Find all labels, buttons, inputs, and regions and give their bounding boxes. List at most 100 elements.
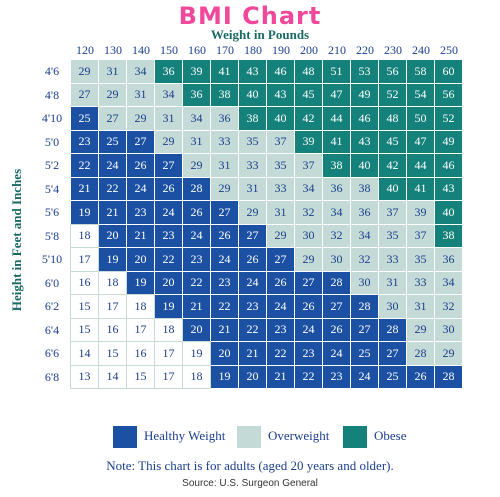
bmi-cell: 14 (98, 364, 127, 389)
bmi-cell: 24 (295, 318, 322, 341)
x-tick-label: 240 (412, 43, 430, 57)
bmi-cell: 23 (183, 248, 210, 271)
bmi-cell: 18 (98, 270, 127, 295)
bmi-cell: 26 (211, 224, 238, 247)
x-tick-label: 170 (216, 43, 234, 57)
bmi-cell: 23 (239, 295, 266, 318)
y-tick-label: 5'2 (44, 158, 60, 172)
bmi-cell: 43 (239, 60, 266, 83)
bmi-cell: 23 (323, 365, 350, 388)
bmi-cell: 28 (407, 342, 434, 365)
bmi-cell: 31 (211, 154, 238, 177)
bmi-cell: 37 (295, 154, 322, 177)
x-tick-label: 140 (132, 43, 150, 57)
bmi-cell: 27 (239, 224, 266, 247)
bmi-cell: 23 (127, 201, 154, 224)
bmi-cell: 30 (379, 295, 406, 318)
bmi-cell: 39 (295, 130, 322, 153)
chart-source: Source: U.S. Surgeon General (182, 478, 318, 489)
y-tick-label: 6'0 (44, 275, 60, 290)
bmi-cell: 31 (99, 60, 126, 83)
bmi-cell: 38 (351, 177, 378, 200)
bmi-cell: 54 (407, 83, 434, 106)
bmi-cell: 49 (435, 130, 462, 153)
bmi-cell: 20 (211, 342, 238, 365)
bmi-cell: 19 (211, 365, 238, 388)
bmi-cell: 21 (127, 224, 154, 247)
y-tick-label: 5'10 (41, 252, 63, 266)
bmi-cell: 33 (379, 248, 406, 271)
bmi-cell: 47 (323, 83, 350, 106)
bmi-cell: 19 (155, 295, 182, 318)
bmi-cell: 28 (323, 271, 350, 294)
chart-note: Note: This chart is for adults (aged 20 … (106, 458, 394, 473)
y-tick-label: 5'0 (44, 134, 60, 149)
bmi-cell: 34 (435, 271, 462, 294)
bmi-cell: 16 (98, 317, 127, 342)
x-tick-label: 120 (76, 43, 94, 57)
bmi-cell: 21 (239, 342, 266, 365)
bmi-cell: 26 (183, 201, 210, 224)
bmi-cell: 20 (155, 271, 182, 294)
bmi-cell: 43 (435, 177, 462, 200)
bmi-cell: 15 (70, 294, 99, 319)
bmi-cell: 28 (435, 365, 462, 388)
legend-swatch-obese (343, 426, 367, 448)
bmi-cell: 53 (351, 60, 378, 83)
bmi-cell: 38 (323, 154, 350, 177)
bmi-cell: 32 (351, 248, 378, 271)
y-tick-label: 6'8 (44, 369, 60, 384)
bmi-cell: 29 (127, 107, 154, 130)
bmi-cell: 52 (379, 83, 406, 106)
bmi-cell: 43 (267, 83, 294, 106)
bmi-cell: 27 (155, 154, 182, 177)
bmi-cell: 26 (155, 177, 182, 200)
bmi-cell: 48 (379, 107, 406, 130)
bmi-cell: 27 (323, 295, 350, 318)
bmi-cell: 15 (98, 341, 127, 366)
bmi-cell: 31 (127, 83, 154, 106)
y-tick-label: 4'6 (44, 64, 60, 78)
bmi-cell: 27 (295, 271, 322, 294)
bmi-cell: 40 (267, 107, 294, 130)
bmi-cell: 46 (435, 154, 462, 177)
bmi-cell: 23 (267, 318, 294, 341)
bmi-cell: 20 (127, 248, 154, 271)
bmi-cell: 22 (267, 342, 294, 365)
bmi-cell: 39 (407, 201, 434, 224)
bmi-cell: 29 (239, 201, 266, 224)
bmi-cell: 34 (155, 83, 182, 106)
bmi-cell: 26 (267, 271, 294, 294)
bmi-cell: 31 (407, 295, 434, 318)
bmi-cell: 29 (407, 318, 434, 341)
bmi-cell: 34 (295, 177, 322, 200)
bmi-cell: 45 (295, 83, 322, 106)
bmi-grid: 29 31 34 36 39 41 43 46 48 51 53 56 58 60 27 29 31 34 36 38… (70, 60, 462, 413)
bmi-cell: 27 (71, 83, 98, 106)
bmi-cell: 31 (183, 130, 210, 153)
bmi-cell: 23 (155, 224, 182, 247)
bmi-cell: 47 (407, 130, 434, 153)
bmi-cell: 24 (183, 224, 210, 247)
bmi-cell: 25 (99, 130, 126, 153)
bmi-cell: 22 (239, 318, 266, 341)
x-tick-label: 160 (188, 43, 206, 57)
bmi-cell: 27 (267, 248, 294, 271)
bmi-cell: 41 (323, 130, 350, 153)
bmi-cell: 56 (379, 60, 406, 83)
bmi-cell: 23 (71, 130, 98, 153)
bmi-cell: 24 (99, 154, 126, 177)
bmi-cell: 31 (379, 271, 406, 294)
bmi-cell: 16 (70, 270, 99, 295)
bmi-cell: 33 (239, 154, 266, 177)
y-tick-label: 5'4 (44, 181, 60, 196)
bmi-cell: 25 (379, 365, 406, 388)
x-tick-label: 190 (272, 43, 290, 57)
bmi-cell: 24 (267, 295, 294, 318)
bmi-cell: 29 (71, 60, 98, 83)
bmi-cell: 56 (435, 83, 462, 106)
x-tick-label: 180 (244, 43, 262, 57)
bmi-cell: 26 (295, 295, 322, 318)
bmi-cell: 22 (183, 271, 210, 294)
bmi-cell: 40 (351, 154, 378, 177)
